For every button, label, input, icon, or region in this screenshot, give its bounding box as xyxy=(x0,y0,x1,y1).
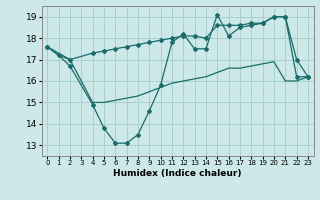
X-axis label: Humidex (Indice chaleur): Humidex (Indice chaleur) xyxy=(113,169,242,178)
